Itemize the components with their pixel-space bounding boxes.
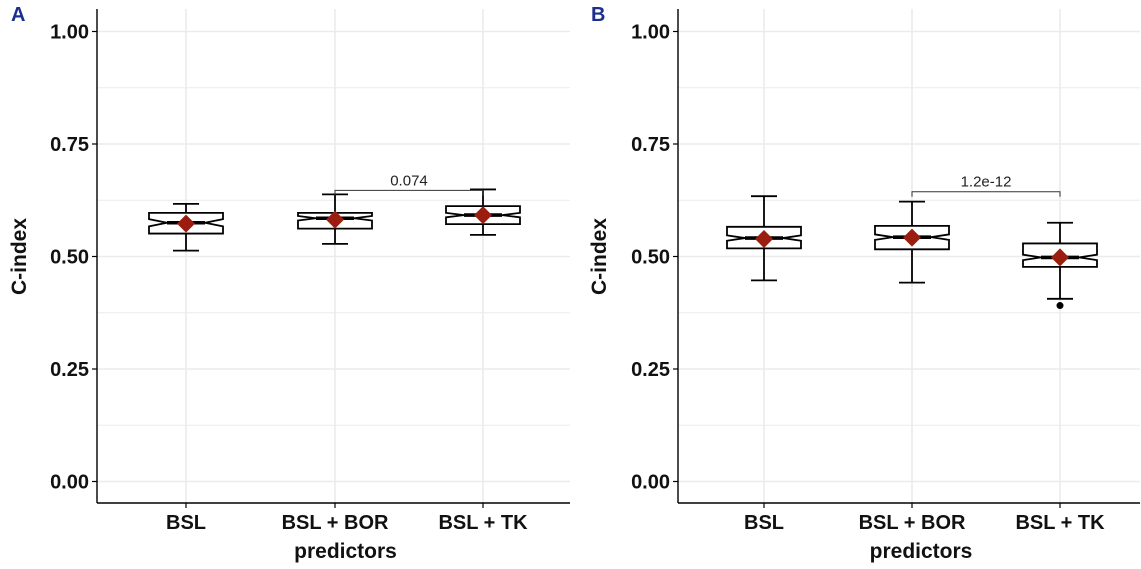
significance-bracket: 0.074 [334, 172, 484, 196]
mean-marker [755, 229, 773, 248]
y-tick-label: 0.25 [631, 359, 670, 381]
y-tick-label: 1.00 [50, 22, 89, 44]
box-3 [1022, 221, 1098, 310]
x-tick-label: BSL + TK [1015, 512, 1105, 534]
y-tick-label: 0.00 [50, 472, 89, 494]
box-2 [297, 193, 373, 245]
x-tick-label: BSL + TK [438, 512, 528, 534]
panel-label-b: B [591, 4, 606, 26]
x-axis-title: predictors [870, 540, 973, 563]
gridlines [97, 9, 570, 503]
p-value-label: 1.2e-12 [961, 174, 1012, 191]
y-axis-title: C-index [588, 218, 611, 295]
box-3 [445, 188, 521, 236]
y-axis-title: C-index [8, 218, 31, 295]
y-tick-label: 0.50 [631, 247, 670, 269]
x-axis-title: predictors [294, 540, 397, 563]
mean-marker [474, 206, 492, 225]
mean-marker [1051, 248, 1069, 267]
x-tick-label: BSL [166, 512, 206, 534]
p-value-label: 0.074 [390, 172, 428, 189]
panel-label-a: A [11, 4, 26, 26]
panel-a: 0.00 0.25 0.50 0.75 1.00 BSL BSL + BOR BSL + TK… [0, 0, 570, 569]
y-tick-label: 0.75 [50, 134, 89, 156]
y-tick-label: 1.00 [631, 22, 670, 44]
mean-marker [903, 228, 921, 247]
x-tick-label: BSL + BOR [282, 512, 389, 534]
significance-bracket: 1.2e-12 [911, 174, 1061, 197]
boxplot-b: 0.00 0.25 0.50 0.75 1.00 BSL BSL + BOR BSL + TK… [588, 9, 1140, 563]
y-tick-label: 0.25 [50, 359, 89, 381]
x-tick-label: BSL + BOR [859, 512, 966, 534]
boxplot-a: 0.00 0.25 0.50 0.75 1.00 BSL BSL + BOR BSL + TK… [8, 9, 570, 563]
mean-marker [177, 214, 195, 233]
y-tick-label: 0.75 [631, 134, 670, 156]
box-1 [726, 195, 802, 282]
outlier-point [1056, 302, 1064, 310]
mean-marker [326, 210, 344, 229]
bracket-line [334, 189, 484, 196]
box-1 [148, 202, 224, 252]
y-tick-label: 0.50 [50, 247, 89, 269]
x-tick-label: BSL [744, 512, 784, 534]
y-tick-label: 0.00 [631, 472, 670, 494]
bracket-line [911, 191, 1061, 197]
panel-b: 0.00 0.25 0.50 0.75 1.00 BSL BSL + BOR BSL + TK… [570, 0, 1140, 569]
box-2 [874, 200, 950, 284]
